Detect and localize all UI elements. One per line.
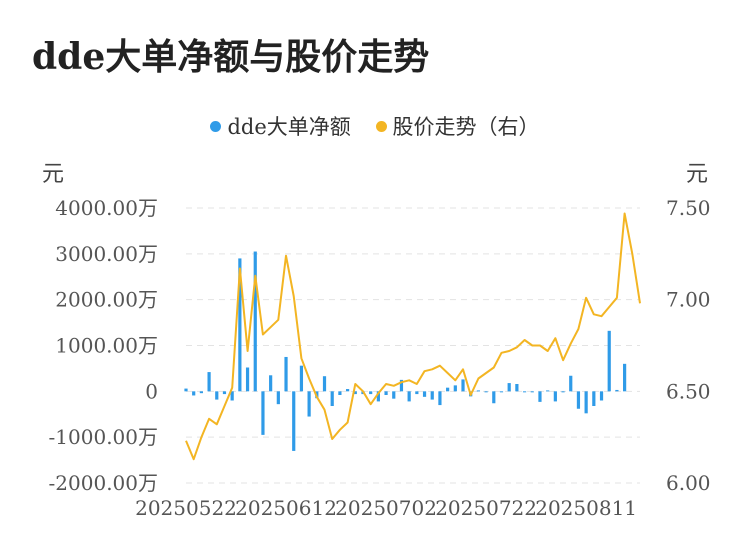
dde-bar: [307, 391, 311, 417]
x-tick-label: 20250522: [135, 496, 237, 520]
x-tick-label: 20250811: [535, 496, 637, 520]
dde-bar: [584, 391, 588, 414]
y-left-unit: 元: [42, 162, 65, 187]
legend-item-price[interactable]: 股价走势（右）: [375, 111, 540, 141]
dde-bar: [384, 391, 388, 395]
dde-bar: [592, 391, 596, 406]
y-left-tick-label: 2000.00万: [55, 288, 158, 312]
dde-bar: [522, 391, 527, 393]
y-left-tick-label: 4000.00万: [55, 196, 158, 220]
y-right-tick-label: 6.00: [666, 471, 711, 495]
dde-bar: [207, 372, 211, 392]
legend-dot-price: [375, 120, 387, 132]
y-left-tick-label: 3000.00万: [55, 242, 158, 266]
y-left-tick-label: 0: [145, 379, 158, 403]
dde-bar: [530, 391, 534, 393]
dde-bar: [392, 391, 396, 399]
dde-bar: [499, 391, 504, 393]
dde-bar: [230, 391, 234, 401]
dde-bar: [546, 390, 550, 392]
dde-bar: [623, 363, 627, 392]
dde-bar: [261, 391, 265, 435]
y-left-tick-label: -2000.00万: [49, 471, 158, 495]
y-left-tick-label: 1000.00万: [55, 334, 158, 358]
dde-bar: [484, 391, 488, 393]
chart-title: dde大单净额与股价走势: [32, 36, 430, 78]
dde-bar: [446, 387, 450, 392]
dde-bar: [599, 391, 604, 401]
dde-bar: [507, 383, 511, 392]
dde-bar: [253, 251, 257, 392]
x-tick-label: 20250722: [435, 496, 537, 520]
dde-bar: [438, 391, 442, 406]
dde-bar: [215, 391, 219, 400]
legend-dot-dde: [210, 120, 222, 132]
price-line: [185, 212, 641, 461]
dde-bar: [399, 379, 404, 392]
y-left-tick-label: -1000.00万: [49, 425, 158, 449]
chart-legend: dde大单净额 股价走势（右）: [0, 111, 750, 141]
dde-bar: [353, 391, 357, 395]
dde-bar: [576, 391, 581, 409]
y-right-unit: 元: [685, 162, 708, 187]
dde-bar: [561, 391, 565, 393]
legend-item-dde[interactable]: dde大单净额: [210, 111, 351, 141]
legend-label-dde: dde大单净额: [227, 115, 351, 139]
dde-bar: [492, 391, 496, 404]
dde-bar: [292, 391, 296, 451]
dde-bar: [245, 367, 250, 392]
dde-bar: [284, 356, 288, 392]
x-tick-label: 20250612: [235, 496, 337, 520]
dde-bar: [422, 391, 427, 397]
dde-bar: [376, 391, 380, 402]
dde-bar: [407, 391, 411, 402]
dde-bar: [192, 391, 196, 396]
dde-bar: [607, 330, 611, 392]
dde-bar: [299, 365, 304, 392]
dde-bar: [569, 375, 573, 392]
dde-bar: [222, 391, 227, 395]
dde-bar: [345, 389, 350, 392]
dde-bar: [553, 391, 557, 402]
dde-bar: [238, 258, 242, 392]
dde-bar: [415, 391, 419, 395]
dde-bar: [184, 388, 188, 392]
y-right-tick-label: 6.50: [666, 379, 711, 403]
x-tick-label: 20250702: [335, 496, 437, 520]
dde-bar: [276, 391, 280, 405]
y-right-tick-label: 7.00: [666, 288, 711, 312]
dde-bar: [615, 389, 619, 392]
dde-bar: [369, 391, 373, 395]
dde-bar: [453, 385, 457, 392]
dde-bar: [461, 379, 465, 392]
dde-bar: [538, 391, 542, 402]
dde-bar: [330, 391, 334, 406]
dde-bar: [515, 384, 519, 392]
y-right-tick-label: 7.50: [666, 196, 711, 220]
dde-bar: [476, 390, 481, 392]
dde-bar: [322, 376, 327, 392]
dde-bar: [269, 375, 273, 392]
dde-bar: [430, 391, 434, 400]
dde-bar: [199, 391, 203, 394]
legend-label-price: 股价走势（右）: [392, 115, 540, 139]
dde-bar: [338, 391, 342, 395]
